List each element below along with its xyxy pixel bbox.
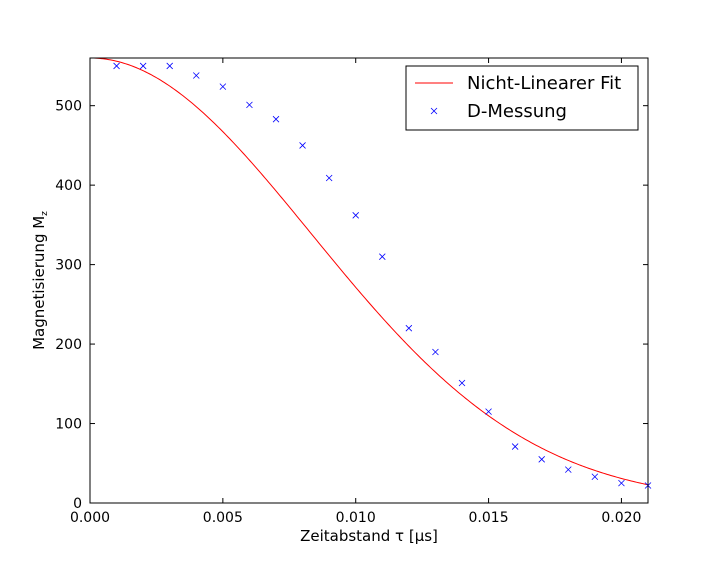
y-tick-label: 300 [55,258,82,274]
data-point [352,212,359,219]
data-point [325,174,333,182]
ticks-layer [89,58,648,504]
fit-curve-layer [90,58,648,486]
data-point [405,324,413,332]
data-point-stroke [485,408,492,415]
data-point [113,62,120,70]
axes-frame [89,57,649,504]
data-point-stroke [432,348,439,356]
data-point [272,115,280,123]
data-point [193,72,200,79]
legend-label-measurement: D-Messung [467,101,567,122]
data-point-stroke [352,212,359,219]
data-point-stroke [219,83,227,90]
data-point [511,443,519,450]
y-tick-label: 500 [55,99,82,115]
data-point-stroke [299,142,306,149]
data-point-stroke [511,443,519,450]
data-point-stroke [246,101,253,109]
data-point [618,479,625,487]
data-point-stroke [166,62,173,70]
y-axis-label-subscript: z [40,211,50,216]
legend: Nicht-Linearer Fit D-Messung [405,65,639,131]
data-point-stroke [565,466,572,473]
fit-curve [90,58,648,486]
data-point [219,83,227,90]
data-point [458,379,466,387]
data-point-stroke [325,174,333,182]
data-point [166,62,173,70]
y-tick-label: 100 [55,417,82,433]
data-point-stroke [113,62,120,70]
data-point [565,466,572,473]
x-tick-label: 0.010 [336,510,376,526]
x-axis-label: Zeitabstand τ [μs] [300,527,438,545]
data-point [379,253,386,260]
data-point-stroke [538,456,545,463]
legend-label-fit: Nicht-Linearer Fit [467,73,621,94]
x-tick-labels: 0.000 0.005 0.010 0.015 0.020 [70,510,642,526]
data-point [485,408,492,415]
y-tick-label: 0 [73,496,82,512]
data-point-stroke [193,72,200,79]
y-axis-label: Magnetisierung Mz [30,211,50,350]
legend-measurement-marker-sample [430,107,438,115]
data-point-stroke [405,324,413,332]
y-tick-labels: 0 100 200 300 400 500 [55,99,82,512]
data-point-stroke [458,379,466,387]
data-point-stroke [272,115,280,123]
x-tick-label: 0.000 [70,510,110,526]
legend-box [405,65,639,131]
data-point-stroke [618,479,625,487]
data-point-stroke [139,62,147,70]
data-point [299,142,306,149]
data-point [538,456,545,463]
y-tick-label: 400 [55,178,82,194]
y-axis-label-main: Magnetisierung M [30,216,48,350]
data-point [432,348,439,356]
x-tick-label: 0.015 [469,510,509,526]
data-point [139,62,147,70]
data-point-stroke [379,253,386,260]
data-points-layer [113,62,652,489]
x-tick-label: 0.005 [203,510,243,526]
data-point [246,101,253,109]
y-tick-label: 200 [55,337,82,353]
x-tick-label: 0.020 [601,510,641,526]
data-point [591,473,599,481]
data-point-stroke [591,473,599,481]
legend-marker-stroke [430,107,438,115]
